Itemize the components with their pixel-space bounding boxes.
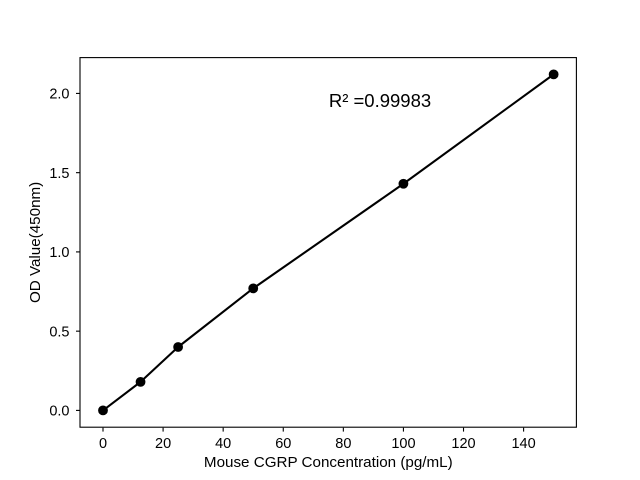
svg-text:20: 20: [155, 436, 171, 452]
svg-text:40: 40: [215, 436, 231, 452]
svg-text:60: 60: [275, 436, 291, 452]
svg-text:2.0: 2.0: [49, 87, 69, 103]
svg-text:Mouse CGRP Concentration (pg/m: Mouse CGRP Concentration (pg/mL): [204, 454, 453, 471]
svg-text:R² =0.99983: R² =0.99983: [329, 90, 431, 111]
svg-text:140: 140: [511, 436, 535, 452]
svg-text:0: 0: [99, 436, 107, 452]
svg-text:OD Value(450nm): OD Value(450nm): [27, 182, 44, 303]
svg-text:1.5: 1.5: [49, 166, 69, 182]
svg-text:80: 80: [335, 436, 351, 452]
svg-text:120: 120: [451, 436, 475, 452]
svg-text:1.0: 1.0: [49, 245, 69, 261]
svg-text:0.0: 0.0: [49, 404, 69, 420]
svg-text:0.5: 0.5: [49, 324, 69, 340]
svg-text:100: 100: [391, 436, 415, 452]
